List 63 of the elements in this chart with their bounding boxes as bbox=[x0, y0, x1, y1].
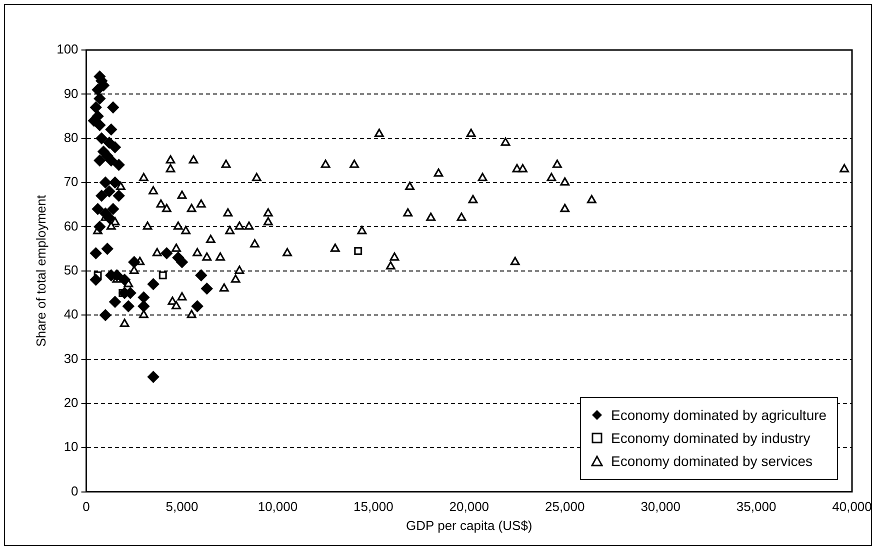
point bbox=[92, 203, 104, 215]
y-tick-label: 30 bbox=[64, 350, 78, 366]
point bbox=[109, 176, 121, 188]
point bbox=[105, 154, 117, 166]
point bbox=[192, 300, 204, 312]
y-tick-label: 80 bbox=[64, 130, 78, 145]
point bbox=[107, 102, 119, 114]
x-tick-label: 35,000 bbox=[736, 499, 776, 514]
point bbox=[94, 154, 106, 166]
y-tick-label: 60 bbox=[64, 218, 78, 234]
point bbox=[102, 243, 114, 255]
x-tick-label: 40,000 bbox=[832, 499, 872, 514]
y-tick-label: 0 bbox=[71, 483, 78, 498]
point bbox=[103, 136, 116, 149]
y-axis-title: Share of total employment bbox=[33, 194, 48, 347]
point bbox=[147, 278, 160, 290]
point bbox=[354, 247, 362, 255]
x-tick-label: 5,000 bbox=[166, 499, 198, 514]
x-tick-label: 0 bbox=[82, 499, 90, 514]
point bbox=[94, 119, 106, 131]
legend-label: Economy dominated by industry bbox=[611, 430, 810, 446]
point bbox=[96, 132, 108, 144]
point bbox=[100, 309, 112, 321]
point bbox=[96, 190, 108, 202]
x-tick-label: 15,000 bbox=[354, 499, 394, 514]
point bbox=[109, 141, 121, 153]
point bbox=[103, 186, 116, 198]
y-tick-label: 100 bbox=[56, 42, 78, 57]
y-tick-label: 90 bbox=[64, 86, 78, 101]
point bbox=[107, 203, 119, 215]
point bbox=[158, 271, 167, 280]
x-tick-label: 10,000 bbox=[258, 499, 298, 514]
point bbox=[138, 292, 150, 304]
y-tick-label: 40 bbox=[64, 306, 78, 322]
point bbox=[100, 176, 112, 188]
legend-label: Economy dominated by agriculture bbox=[611, 407, 827, 424]
point bbox=[113, 190, 125, 202]
point bbox=[94, 92, 106, 104]
point bbox=[90, 247, 102, 260]
point bbox=[90, 274, 102, 286]
point bbox=[118, 274, 130, 286]
point bbox=[105, 124, 117, 136]
point bbox=[113, 159, 125, 171]
point bbox=[103, 212, 116, 224]
x-axis-title: GDP per capita (US$) bbox=[406, 518, 532, 533]
y-tick-label: 10 bbox=[64, 439, 78, 454]
y-tick-label: 50 bbox=[64, 262, 78, 278]
x-tick-label: 20,000 bbox=[449, 499, 490, 514]
point bbox=[138, 300, 150, 312]
point bbox=[109, 296, 121, 308]
y-tick-label: 70 bbox=[64, 174, 78, 190]
point bbox=[90, 102, 102, 114]
point bbox=[201, 282, 213, 294]
point bbox=[160, 247, 172, 260]
point bbox=[122, 300, 134, 312]
point bbox=[147, 371, 160, 383]
legend-label: Economy dominated by services bbox=[611, 453, 813, 470]
y-tick-label: 20 bbox=[64, 395, 78, 410]
point bbox=[195, 270, 207, 282]
x-tick-label: 30,000 bbox=[640, 499, 680, 514]
x-tick-label: 25,000 bbox=[544, 499, 585, 514]
point bbox=[94, 220, 106, 233]
point bbox=[128, 256, 140, 268]
